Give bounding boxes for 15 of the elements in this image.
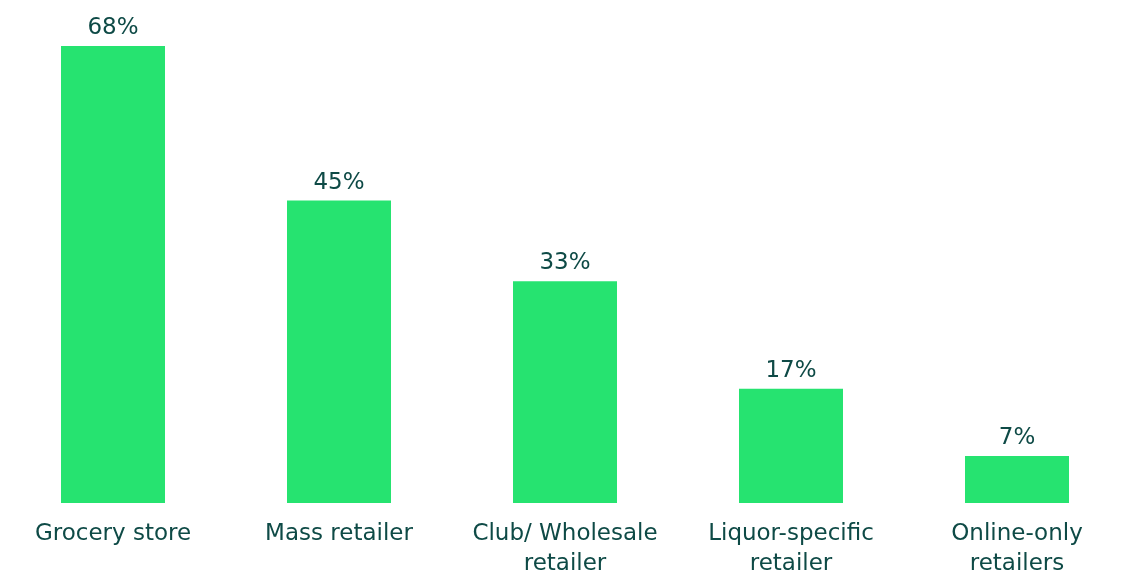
bar	[513, 281, 617, 503]
x-tick-label: Mass retailer	[265, 518, 414, 545]
data-label: 17%	[765, 355, 817, 382]
x-tick-label: Liquor-specific retailer	[708, 518, 874, 575]
bar	[61, 46, 165, 503]
x-tick-label: Grocery store	[34, 518, 192, 545]
bar	[739, 388, 843, 503]
data-label: 7%	[998, 422, 1036, 449]
x-tick-label: Online-only retailers	[951, 518, 1083, 575]
data-label: 68%	[87, 13, 139, 39]
bar	[965, 455, 1069, 503]
x-tick-label: Club/ Wholesale retailer	[472, 518, 658, 575]
data-label: 45%	[313, 167, 365, 194]
data-label: 33%	[539, 248, 591, 275]
bar	[287, 200, 391, 503]
